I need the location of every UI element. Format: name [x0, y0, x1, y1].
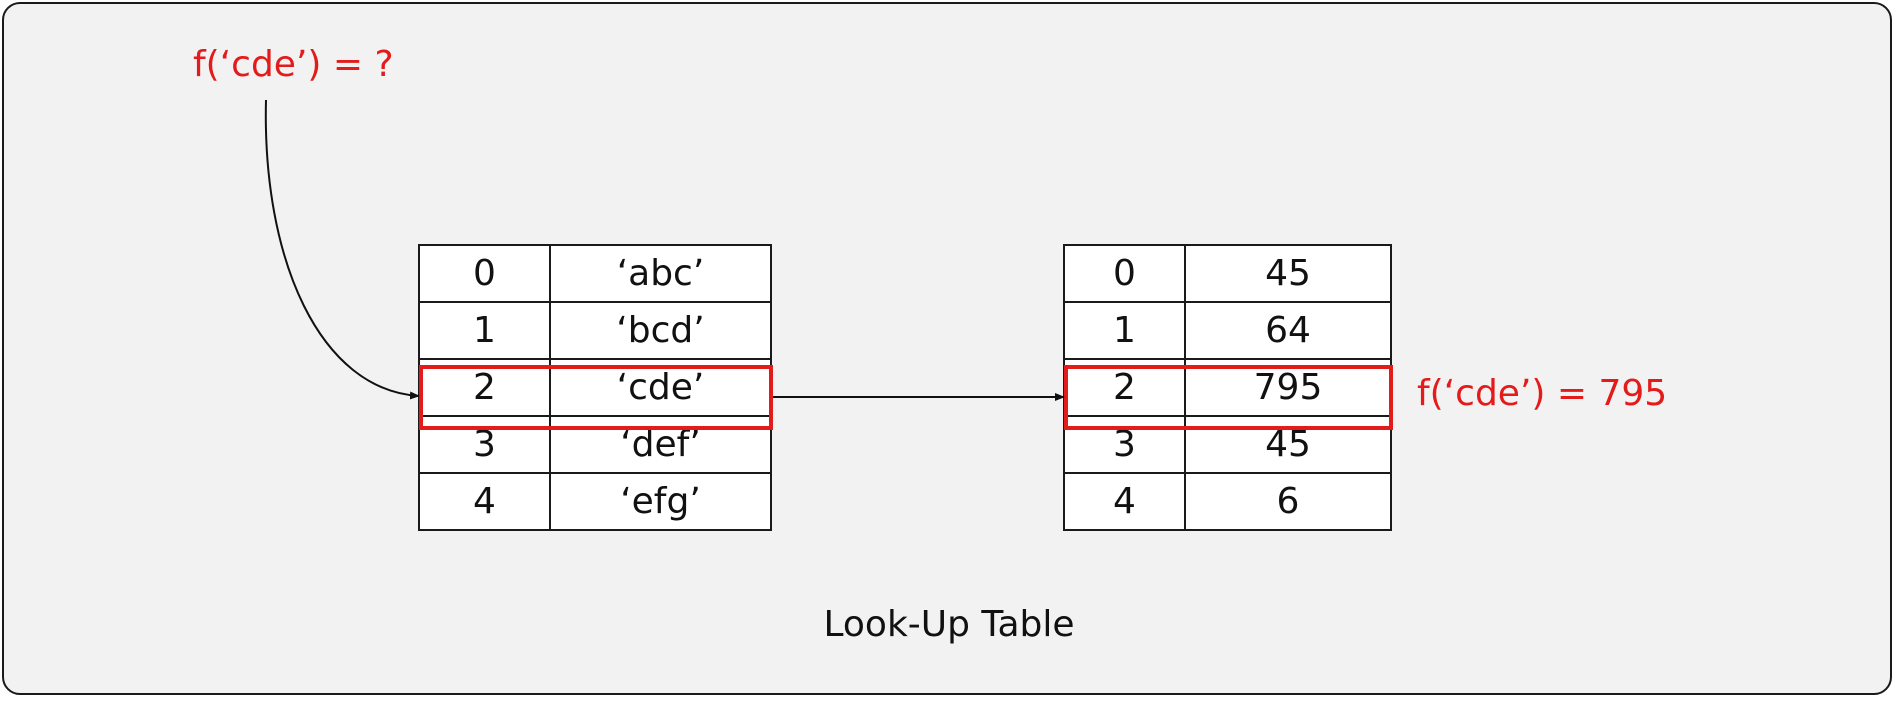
values-table-row: 4 6: [1063, 472, 1392, 531]
key-index-cell: 1: [418, 301, 551, 360]
value-index-cell: 0: [1063, 244, 1186, 303]
key-cell: ‘efg’: [549, 472, 772, 531]
value-cell: 6: [1184, 472, 1392, 531]
key-row-highlight: [419, 365, 773, 430]
key-index-cell: 4: [418, 472, 551, 531]
keys-table-row: 4 ‘efg’: [418, 472, 772, 531]
value-index-cell: 1: [1063, 301, 1186, 360]
key-cell: ‘abc’: [549, 244, 772, 303]
keys-table-row: 0 ‘abc’: [418, 244, 772, 303]
query-curved-arrow: [264, 99, 420, 400]
value-index-cell: 3: [1063, 415, 1186, 474]
value-cell: 45: [1184, 244, 1392, 303]
value-index-cell: 4: [1063, 472, 1186, 531]
values-table-row: 1 64: [1063, 301, 1392, 360]
keys-table-row: 3 ‘def’: [418, 415, 772, 474]
keys-table: 0 ‘abc’ 1 ‘bcd’ 2 ‘cde’ 3 ‘def’ 4 ‘efg’: [418, 244, 772, 531]
key-cell: ‘def’: [549, 415, 772, 474]
keys-table-row: 1 ‘bcd’: [418, 301, 772, 360]
query-label: f(‘cde’) = ?: [193, 44, 394, 85]
value-cell: 45: [1184, 415, 1392, 474]
key-index-cell: 0: [418, 244, 551, 303]
diagram-caption: Look-Up Table: [823, 604, 1075, 645]
result-label: f(‘cde’) = 795: [1417, 373, 1668, 414]
key-index-cell: 3: [418, 415, 551, 474]
value-cell: 64: [1184, 301, 1392, 360]
values-table-row: 3 45: [1063, 415, 1392, 474]
value-row-highlight: [1064, 365, 1393, 430]
values-table: 0 45 1 64 2 795 3 45 4 6: [1063, 244, 1392, 531]
values-table-row: 0 45: [1063, 244, 1392, 303]
key-cell: ‘bcd’: [549, 301, 772, 360]
